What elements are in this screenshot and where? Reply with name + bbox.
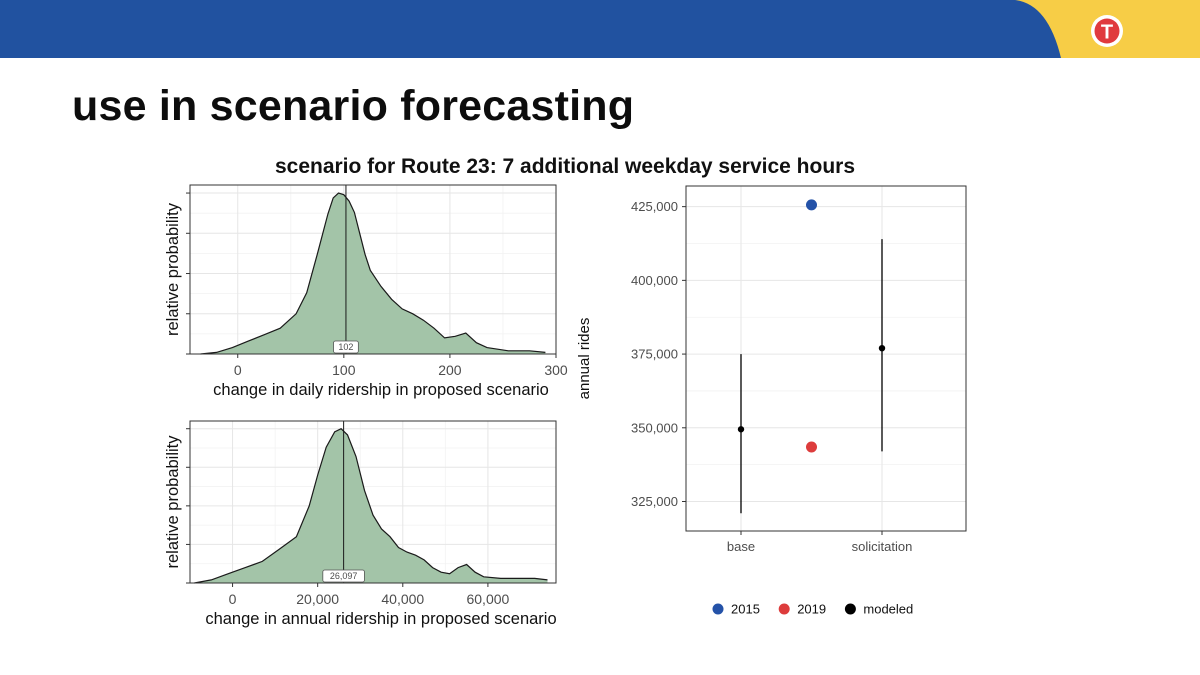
point-modeled [878, 344, 886, 352]
legend-label-2015: 2015 [731, 602, 760, 617]
panel-border [685, 185, 967, 532]
density-area [200, 193, 546, 354]
median-label-box [322, 569, 365, 583]
legend-item-2015: 2015 [712, 602, 760, 617]
point-modeled [737, 426, 745, 433]
density-area [194, 428, 548, 583]
figure-title: scenario for Route 23: 7 additional week… [274, 155, 856, 178]
x-category-label: base [727, 539, 755, 554]
y-tick-label: 325,000 [631, 494, 678, 509]
x-tick-label: 20,000 [296, 591, 339, 607]
panel-border [189, 420, 557, 584]
median-label: 102 [338, 342, 353, 352]
density-line [200, 192, 546, 355]
x-tick-label: 100 [332, 362, 356, 378]
legend-label-modeled: modeled [863, 602, 913, 617]
x-category-label: solicitation [852, 539, 913, 554]
legend-item-modeled: modeled [844, 602, 913, 617]
y-tick-label: 375,000 [631, 347, 678, 362]
annual-density-panel: 26,097 0 20,000 40,000 60,000 change in annua… [164, 420, 557, 628]
legend-swatch-2015 [712, 603, 724, 615]
x-axis-title: change in daily ridership in proposed sc… [213, 381, 549, 399]
density-line [194, 427, 548, 584]
annual-rides-panel: 325,000 350,000 375,000 400,000 425,000 base s… [576, 185, 967, 554]
x-tick-label: 0 [229, 591, 237, 607]
metro-transit-logo: T [1091, 15, 1123, 47]
legend-item-2019: 2019 [778, 602, 826, 617]
median-label: 26,097 [330, 571, 358, 581]
logo-letter: T [1101, 22, 1113, 44]
y-axis-title: relative probability [164, 202, 182, 336]
panel-border [189, 184, 557, 355]
median-label-box [333, 340, 359, 354]
slide-header: T [0, 0, 1200, 58]
y-axis-title: relative probability [164, 435, 182, 569]
legend: 2015 2019 modeled [712, 602, 913, 617]
x-tick-label: 40,000 [381, 591, 424, 607]
point-2015 [806, 199, 817, 211]
y-tick-label: 425,000 [631, 199, 678, 214]
x-tick-label: 0 [234, 362, 242, 378]
slide-title: use in scenario forecasting [72, 82, 635, 130]
legend-swatch-modeled [844, 603, 856, 615]
legend-swatch-2019 [778, 603, 790, 615]
plot-background [686, 186, 966, 531]
x-tick-label: 200 [438, 362, 462, 378]
y-tick-label: 400,000 [631, 273, 678, 288]
y-axis-title: annual rides [576, 318, 593, 400]
y-tick-label: 350,000 [631, 420, 678, 435]
x-tick-label: 300 [544, 362, 568, 378]
legend-label-2019: 2019 [797, 602, 826, 617]
daily-density-panel: 102 0 100 200 300 change in daily ridership i… [164, 184, 568, 399]
header-blue-band [0, 0, 1061, 58]
x-axis-title: change in annual ridership in proposed s… [205, 610, 556, 628]
x-tick-label: 60,000 [466, 591, 509, 607]
point-2019 [806, 441, 817, 453]
